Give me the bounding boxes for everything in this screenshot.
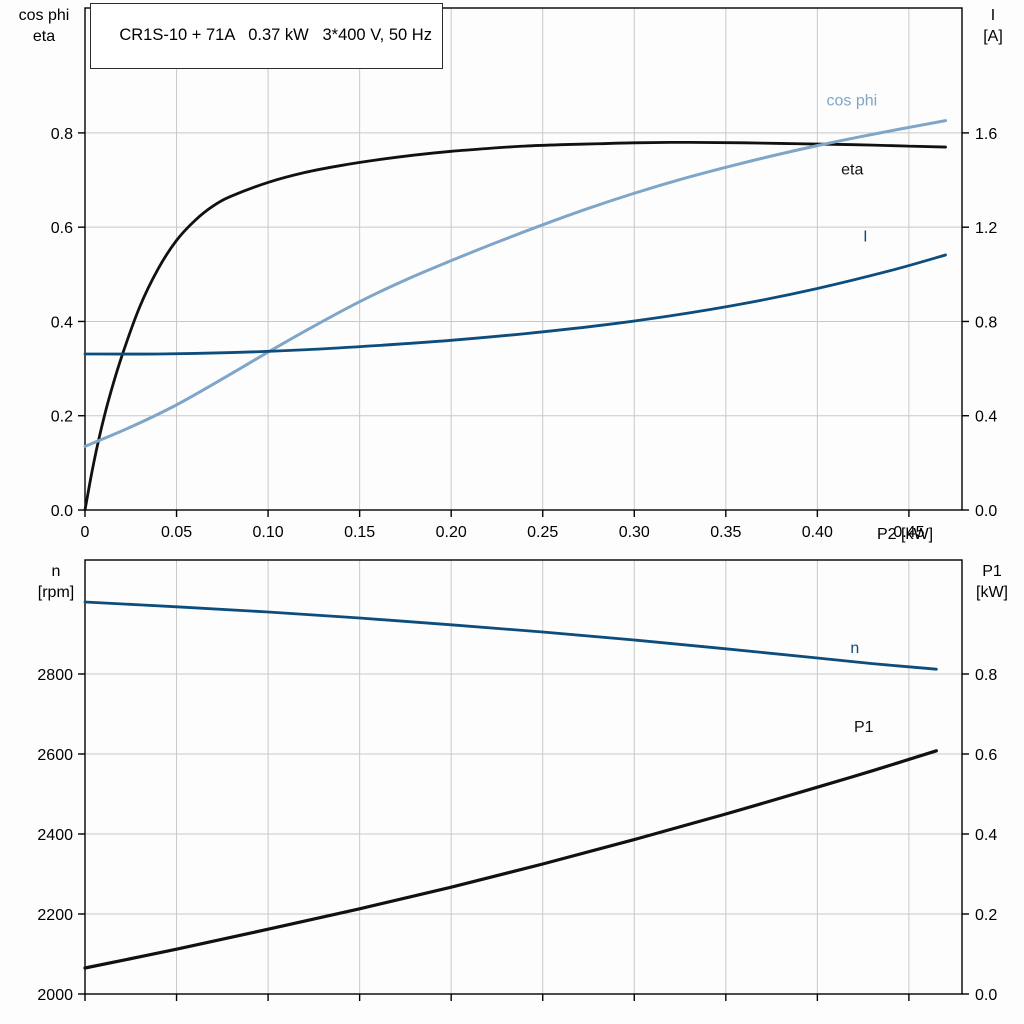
right-axis-title-p1-unit: [kW] [976, 584, 1008, 601]
right-axis-title-current-unit: [A] [983, 28, 1003, 45]
n-curve-label: n [850, 640, 859, 657]
x-tick-label: 0.30 [619, 524, 650, 541]
top-chart-right-axis-title: I [A] [966, 5, 1020, 47]
right-tick-label: 0.8 [975, 314, 997, 331]
cos-phi-curve [83, 119, 948, 448]
right-axis-title-current: I [990, 7, 996, 24]
right-tick-label: 0.4 [975, 409, 997, 426]
x-tick-label: 0.35 [710, 524, 741, 541]
left-tick-label: 0.4 [51, 314, 73, 331]
eta-curve-label: eta [841, 161, 863, 178]
left-tick-label: 0.0 [51, 503, 73, 520]
top-chart: 0 0.05 0.10 0.15 0.20 0.25 0.30 0.35 0.40 0.45 0.0… [51, 7, 997, 541]
eta-curve [83, 140, 947, 512]
x-tick-label: 0.10 [253, 524, 284, 541]
I-curve-label: I [863, 228, 867, 245]
bottom-chart: 2000 2200 2400 2600 2800 0.0 0.2 0.4 0.6 0.8 n P1 [37, 559, 997, 1004]
left-axis-title-speed-unit: [rpm] [37, 584, 75, 601]
left-tick-label: 2600 [37, 747, 73, 764]
P1-curve [83, 749, 938, 970]
left-tick-label: 2000 [37, 987, 73, 1004]
left-tick-label: 0.2 [51, 409, 73, 426]
left-axis-title-cosphi: cos phi [18, 7, 70, 24]
x-tick-label: 0 [81, 524, 90, 541]
left-axis-title-eta: eta [32, 28, 56, 45]
plot-frame [84, 559, 963, 995]
right-axis-title-p1: P1 [982, 563, 1002, 580]
left-tick-label: 0.8 [51, 126, 73, 143]
right-tick-label: 1.6 [975, 126, 997, 143]
I-curve [83, 253, 947, 356]
x-tick-label: 0.45 [893, 524, 924, 541]
cos-phi-curve-label: cos phi [827, 93, 878, 110]
plot-frame [84, 7, 963, 511]
right-tick-label: 0.8 [975, 667, 997, 684]
x-tick-label: 0.20 [436, 524, 467, 541]
x-tick-label: 0.40 [802, 524, 833, 541]
x-tick-label: 0.15 [344, 524, 375, 541]
right-tick-label: 0.0 [975, 987, 997, 1004]
P1-curve-label: P1 [854, 719, 874, 736]
n-curve [83, 600, 938, 671]
x-tick-label: 0.25 [527, 524, 558, 541]
x-tick-label: 0.05 [161, 524, 192, 541]
left-tick-label: 2800 [37, 667, 73, 684]
right-tick-label: 0.2 [975, 907, 997, 924]
chart-title: CR1S-10 + 71A 0.37 kW 3*400 V, 50 Hz [119, 26, 432, 44]
bottom-chart-left-axis-title: n [rpm] [26, 561, 86, 603]
left-tick-label: 2400 [37, 827, 73, 844]
right-tick-label: 0.0 [975, 503, 997, 520]
chart-title-box: CR1S-10 + 71A 0.37 kW 3*400 V, 50 Hz [90, 3, 443, 69]
top-chart-left-axis-title: cos phi eta [4, 5, 84, 47]
bottom-chart-right-axis-title: P1 [kW] [962, 561, 1022, 603]
right-tick-label: 1.2 [975, 220, 997, 237]
left-axis-title-speed: n [51, 563, 61, 580]
left-tick-label: 0.6 [51, 220, 73, 237]
right-tick-label: 0.4 [975, 827, 997, 844]
right-tick-label: 0.6 [975, 747, 997, 764]
left-tick-label: 2200 [37, 907, 73, 924]
x-axis-title-p2: P2 [kW] [877, 526, 934, 543]
